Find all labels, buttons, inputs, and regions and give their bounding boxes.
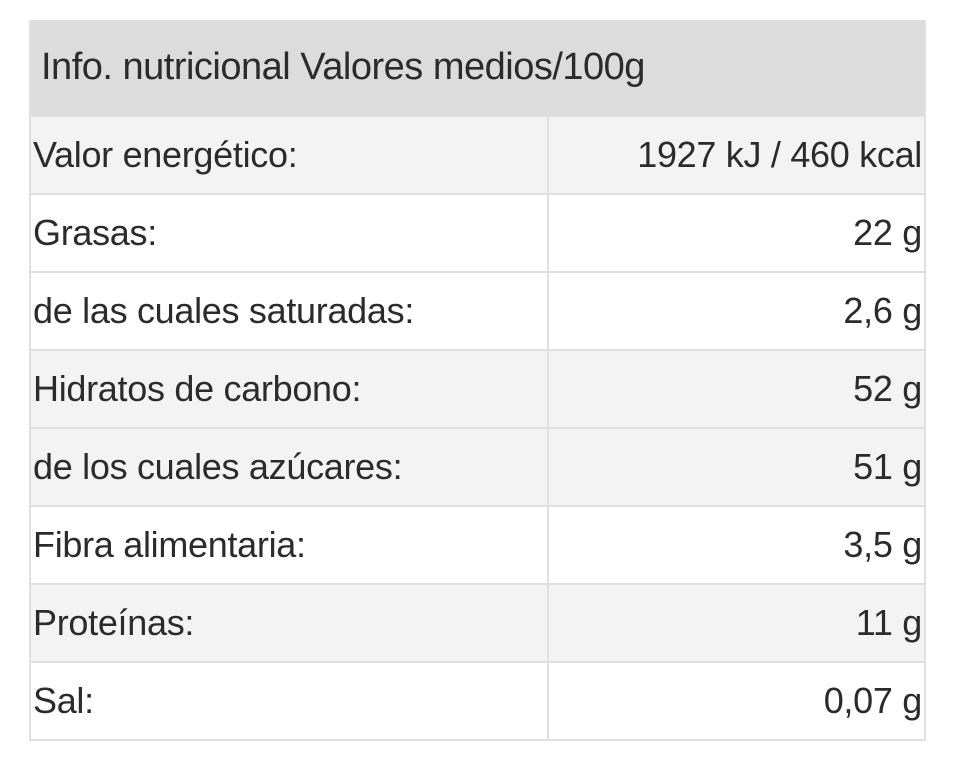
table-row-sugars: de los cuales azúcares: 51 g <box>31 427 924 505</box>
nutrition-table: Info. nutricional Valores medios/100g Va… <box>29 20 926 741</box>
table-row-salt: Sal: 0,07 g <box>31 661 924 739</box>
table-header: Info. nutricional Valores medios/100g <box>31 20 924 115</box>
row-value: 22 g <box>853 212 922 253</box>
row-value: 0,07 g <box>823 680 923 721</box>
row-value: 11 g <box>855 602 923 643</box>
row-label: Grasas: <box>31 195 549 271</box>
table-row-protein: Proteínas: 11 g <box>31 583 924 661</box>
row-label: Proteínas: <box>31 585 549 661</box>
table-row-fat: Grasas: 22 g <box>31 193 924 271</box>
table-row-saturated-fat: de las cuales saturadas: 2,6 g <box>31 271 924 349</box>
row-label: Sal: <box>31 663 549 739</box>
table-row-energy: Valor energético: 1927 kJ / 460 kcal <box>31 115 924 193</box>
row-label: de los cuales azúcares: <box>31 429 549 505</box>
table-row-carbohydrates: Hidratos de carbono: 52 g <box>31 349 924 427</box>
row-label: Hidratos de carbono: <box>31 351 549 427</box>
row-value: 52 g <box>853 368 922 409</box>
row-value: 3,5 g <box>843 524 922 565</box>
table-row-fiber: Fibra alimentaria: 3,5 g <box>31 505 924 583</box>
row-value: 51 g <box>853 446 922 487</box>
row-value: 2,6 g <box>843 290 922 331</box>
row-label: Valor energético: <box>31 117 549 193</box>
row-label: de las cuales saturadas: <box>31 273 549 349</box>
row-label: Fibra alimentaria: <box>31 507 549 583</box>
row-value: 1927 kJ / 460 kcal <box>637 134 922 175</box>
